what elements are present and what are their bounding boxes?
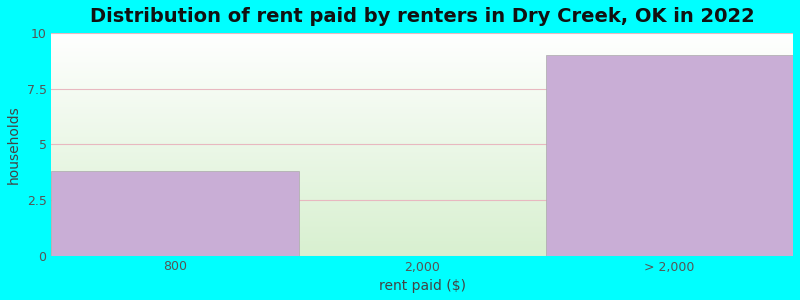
Title: Distribution of rent paid by renters in Dry Creek, OK in 2022: Distribution of rent paid by renters in …	[90, 7, 754, 26]
Bar	[51, 171, 298, 256]
Bar	[546, 55, 793, 256]
Y-axis label: households: households	[7, 105, 21, 184]
X-axis label: rent paid ($): rent paid ($)	[378, 279, 466, 293]
